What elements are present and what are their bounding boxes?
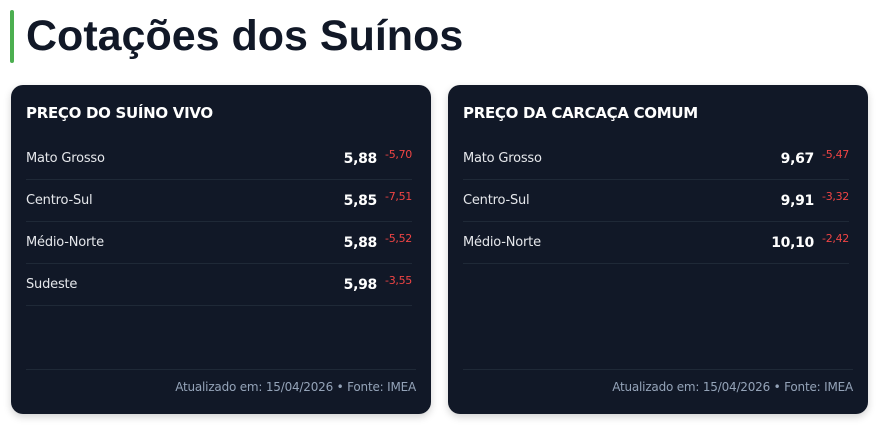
region-label: Centro-Sul <box>26 193 93 208</box>
region-label: Médio-Norte <box>463 235 541 250</box>
price-change: -5,52 <box>385 232 412 245</box>
card-carcaca-comum: PREÇO DA CARCAÇA COMUM Mato Grosso 9,67 -5… <box>448 85 868 414</box>
price-value: 9,91 <box>780 193 815 209</box>
price-change: -7,51 <box>385 190 412 203</box>
price-row: Médio-Norte 5,88 -5,52 <box>26 222 412 264</box>
price-row: Sudeste 5,98 -3,55 <box>26 264 412 306</box>
price-value: 5,98 <box>343 277 378 293</box>
price-list: Mato Grosso 5,88 -5,70 Centro-Sul 5,85 -7,51… <box>26 138 412 306</box>
price-row: Médio-Norte 10,10 -2,42 <box>463 222 849 264</box>
footer-text: Atualizado em: 15/04/2026 • Fonte: IMEA <box>612 380 853 394</box>
region-label: Sudeste <box>26 277 78 292</box>
card-footer: Atualizado em: 15/04/2026 • Fonte: IMEA <box>26 369 416 414</box>
price-list: Mato Grosso 9,67 -5,47 Centro-Sul 9,91 -3,32… <box>463 138 849 264</box>
price-row: Centro-Sul 5,85 -7,51 <box>26 180 412 222</box>
price-change: -5,47 <box>822 148 849 161</box>
page-title: Cotações dos Suínos <box>26 12 464 60</box>
price-row: Centro-Sul 9,91 -3,32 <box>463 180 849 222</box>
price-row: Mato Grosso 9,67 -5,47 <box>463 138 849 180</box>
price-change: -3,32 <box>822 190 849 203</box>
card-footer: Atualizado em: 15/04/2026 • Fonte: IMEA <box>463 369 853 414</box>
title-accent-bar <box>10 10 14 63</box>
footer-text: Atualizado em: 15/04/2026 • Fonte: IMEA <box>175 380 416 394</box>
price-change: -2,42 <box>822 232 849 245</box>
region-label: Mato Grosso <box>463 151 542 166</box>
price-value: 10,10 <box>771 235 814 251</box>
region-label: Médio-Norte <box>26 235 104 250</box>
region-label: Mato Grosso <box>26 151 105 166</box>
card-suino-vivo: PREÇO DO SUÍNO VIVO Mato Grosso 5,88 -5,70… <box>11 85 431 414</box>
price-value: 5,88 <box>343 151 378 167</box>
card-title: PREÇO DA CARCAÇA COMUM <box>463 104 698 122</box>
price-change: -3,55 <box>385 274 412 287</box>
price-row: Mato Grosso 5,88 -5,70 <box>26 138 412 180</box>
price-change: -5,70 <box>385 148 412 161</box>
card-title: PREÇO DO SUÍNO VIVO <box>26 104 213 122</box>
price-value: 5,85 <box>343 193 378 209</box>
price-value: 9,67 <box>780 151 815 167</box>
region-label: Centro-Sul <box>463 193 530 208</box>
price-value: 5,88 <box>343 235 378 251</box>
